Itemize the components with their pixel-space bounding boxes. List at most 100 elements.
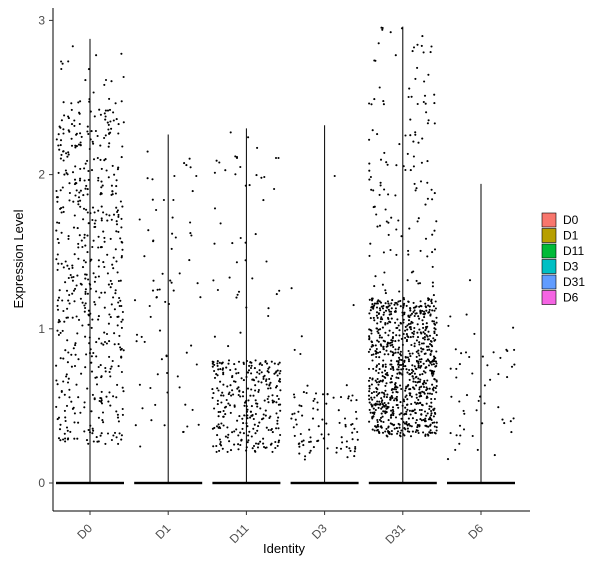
point: [97, 209, 100, 212]
point: [85, 208, 88, 211]
point: [372, 353, 375, 356]
point: [390, 216, 393, 219]
point: [384, 289, 387, 292]
point: [291, 413, 294, 416]
point: [216, 364, 219, 367]
point: [226, 385, 229, 388]
point: [103, 265, 106, 269]
point: [87, 428, 90, 432]
point: [65, 375, 68, 378]
point: [379, 181, 382, 184]
point: [148, 304, 151, 308]
point: [107, 123, 110, 126]
point: [231, 242, 234, 245]
point: [98, 108, 101, 111]
point: [109, 404, 112, 407]
point: [399, 431, 402, 434]
point: [77, 396, 80, 399]
point: [86, 251, 89, 254]
point: [267, 314, 270, 318]
point: [138, 383, 141, 386]
point: [378, 403, 382, 406]
point: [344, 425, 347, 428]
point: [418, 343, 421, 346]
point: [215, 159, 218, 162]
point: [407, 349, 410, 353]
point: [65, 404, 69, 407]
point: [407, 300, 410, 303]
point: [276, 374, 279, 377]
point: [430, 300, 433, 303]
point: [105, 213, 108, 216]
point: [428, 342, 432, 346]
point: [278, 361, 281, 364]
point: [94, 303, 97, 306]
point: [101, 419, 104, 422]
point: [229, 384, 232, 387]
point: [326, 392, 329, 396]
point: [185, 164, 188, 167]
point: [389, 398, 392, 401]
point: [112, 213, 116, 216]
point: [396, 403, 399, 407]
point: [406, 328, 409, 331]
point: [391, 299, 394, 302]
point: [247, 434, 250, 437]
point: [422, 326, 425, 329]
point: [215, 444, 218, 448]
point: [393, 423, 396, 426]
point: [395, 334, 398, 337]
point: [62, 210, 65, 213]
point: [68, 396, 71, 399]
point: [213, 376, 217, 379]
point: [407, 253, 410, 256]
point: [217, 389, 220, 392]
point: [66, 155, 69, 158]
point: [512, 417, 515, 420]
point: [298, 452, 301, 455]
point: [432, 415, 435, 418]
point: [70, 365, 73, 368]
point: [409, 169, 412, 172]
point: [403, 400, 406, 403]
point: [397, 356, 401, 359]
point: [121, 205, 124, 208]
point: [384, 331, 387, 334]
point: [387, 193, 390, 196]
point: [493, 454, 496, 457]
point: [383, 311, 386, 314]
point: [428, 308, 431, 311]
point: [476, 448, 479, 451]
point: [398, 434, 402, 437]
point: [433, 309, 436, 312]
point: [246, 387, 250, 390]
point: [61, 186, 64, 189]
point: [392, 368, 395, 371]
point: [86, 234, 89, 237]
point: [59, 357, 62, 360]
point: [66, 361, 69, 364]
point: [377, 299, 380, 302]
point: [351, 431, 354, 434]
point: [406, 324, 409, 327]
point: [260, 371, 263, 374]
point: [391, 339, 394, 342]
point: [64, 440, 67, 443]
point: [433, 248, 437, 251]
point: [392, 414, 395, 417]
point: [391, 423, 394, 426]
point: [419, 331, 422, 334]
point: [430, 45, 433, 48]
point: [383, 393, 386, 396]
point: [68, 302, 71, 305]
point: [413, 408, 416, 411]
point: [231, 389, 234, 392]
point: [400, 417, 403, 420]
point: [71, 264, 74, 267]
point: [431, 309, 434, 312]
point: [103, 112, 106, 115]
point: [151, 289, 155, 292]
point: [391, 337, 394, 340]
point: [368, 338, 371, 341]
point: [57, 262, 60, 265]
